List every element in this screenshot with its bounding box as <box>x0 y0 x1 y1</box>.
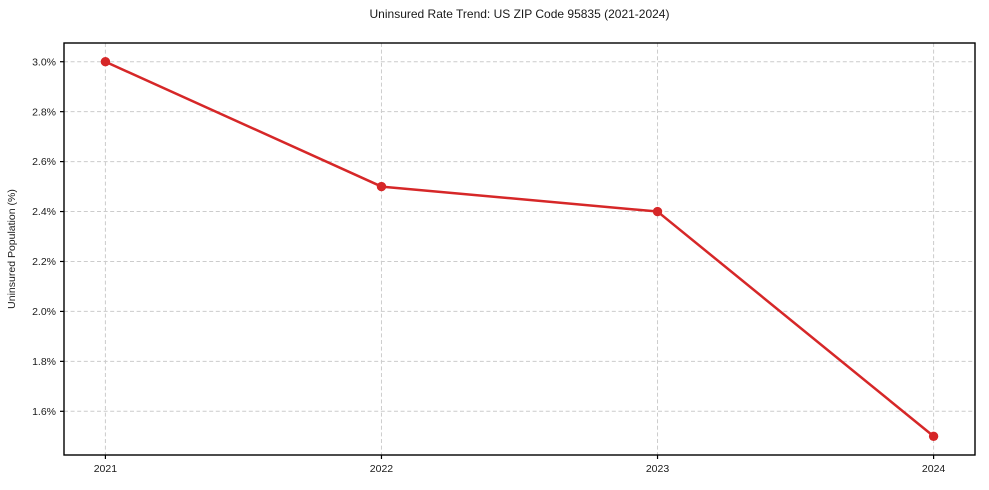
trend-line <box>104 60 935 438</box>
plot-border <box>63 42 976 456</box>
data-point-marker <box>100 57 111 67</box>
y-tick-label: 2.6% <box>32 156 56 168</box>
y-tick-label: 2.8% <box>32 106 56 118</box>
y-tick-label: 2.2% <box>32 256 56 268</box>
x-tick-label: 2021 <box>94 463 118 475</box>
y-tick-label: 3.0% <box>32 56 56 68</box>
data-point-marker <box>376 181 387 192</box>
x-tick-label: 2022 <box>370 463 394 475</box>
x-tick-label: 2024 <box>922 463 946 475</box>
data-point-marker <box>928 431 939 441</box>
data-point-marker <box>652 206 663 217</box>
x-tick-label: 2023 <box>646 463 670 475</box>
y-tick-label: 1.8% <box>32 356 56 368</box>
y-axis-label: Uninsured Population (%) <box>6 189 18 309</box>
y-tick-label: 1.6% <box>32 406 56 418</box>
chart-title: Uninsured Rate Trend: US ZIP Code 95835 … <box>369 7 670 21</box>
y-tick-label: 2.0% <box>32 306 56 318</box>
y-tick-label: 2.4% <box>32 206 56 218</box>
